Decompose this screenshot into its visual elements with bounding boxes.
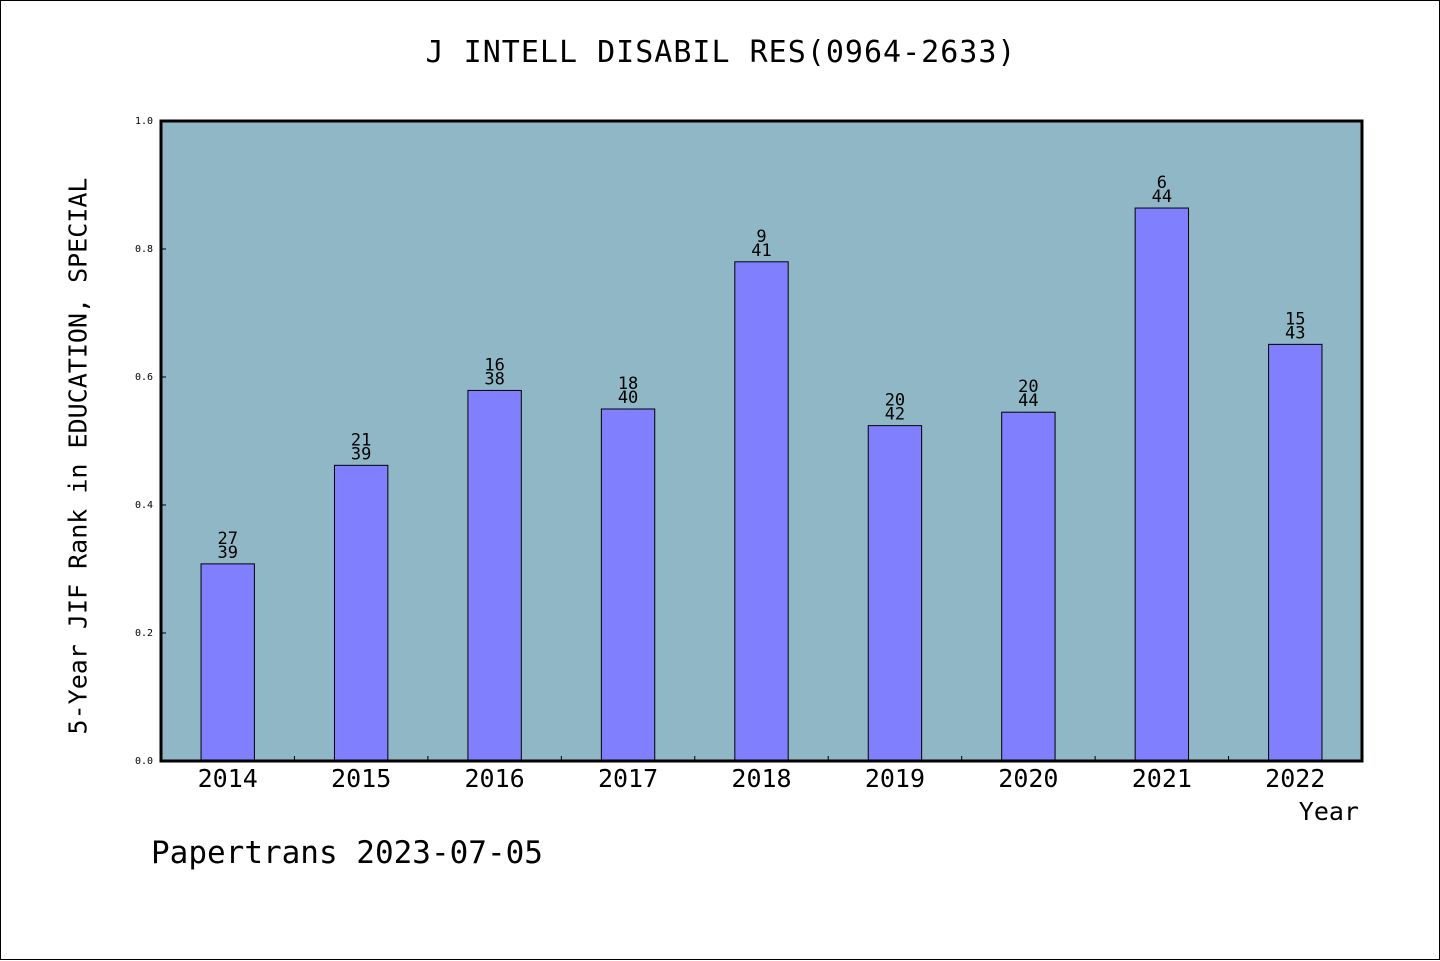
x-tick-label: 2015 bbox=[331, 764, 391, 793]
bar bbox=[1134, 207, 1190, 762]
x-tick-label: 2022 bbox=[1265, 764, 1325, 793]
bar-rank-label: 6 bbox=[1157, 173, 1167, 193]
y-tick-label: 0.6 bbox=[135, 372, 153, 383]
bar bbox=[1001, 411, 1056, 762]
bar bbox=[600, 408, 656, 762]
y-tick-label: 0.0 bbox=[135, 756, 153, 767]
chart-title: J INTELL DISABIL RES(0964-2633) bbox=[425, 35, 1017, 70]
y-tick-label: 0.8 bbox=[135, 244, 153, 255]
bar-total-label: 39 bbox=[351, 444, 371, 464]
x-tick-label: 2020 bbox=[998, 764, 1058, 793]
bar bbox=[1268, 343, 1323, 762]
bar-rank-label: 16 bbox=[484, 355, 504, 375]
y-axis-label: 5-Year JIF Rank in EDUCATION, SPECIAL bbox=[63, 177, 93, 735]
bar-total-label: 44 bbox=[1152, 187, 1172, 207]
x-tick-label: 2016 bbox=[465, 764, 525, 793]
bar-rank-label: 20 bbox=[885, 391, 905, 411]
y-tick-label: 0.4 bbox=[135, 500, 153, 511]
bar-rank-label: 21 bbox=[351, 430, 371, 450]
bar-total-label: 44 bbox=[1018, 391, 1038, 411]
bar-total-label: 39 bbox=[217, 543, 237, 563]
bar bbox=[867, 425, 923, 762]
bar bbox=[200, 563, 255, 762]
bar-rank-label: 20 bbox=[1018, 377, 1038, 397]
bar-total-label: 43 bbox=[1285, 323, 1305, 343]
bar bbox=[467, 389, 522, 762]
bar-rank-label: 9 bbox=[756, 227, 766, 247]
bar-total-label: 41 bbox=[751, 241, 771, 261]
x-tick-label: 2019 bbox=[865, 764, 925, 793]
footer-text: Papertrans 2023-07-05 bbox=[151, 835, 543, 871]
y-tick-label: 0.2 bbox=[135, 628, 153, 639]
y-tick-label: 1.0 bbox=[135, 116, 153, 127]
x-tick-label: 2021 bbox=[1132, 764, 1192, 793]
bar-rank-label: 18 bbox=[618, 374, 638, 394]
bar bbox=[333, 464, 389, 762]
plot-frame bbox=[159, 119, 1364, 763]
x-tick-label: 2014 bbox=[198, 764, 258, 793]
bar-total-label: 42 bbox=[885, 405, 905, 425]
bar-total-label: 40 bbox=[618, 388, 638, 408]
bar-rank-label: 15 bbox=[1285, 309, 1305, 329]
bar-total-label: 38 bbox=[484, 369, 504, 389]
x-axis-label: Year bbox=[1298, 797, 1359, 826]
bar bbox=[734, 261, 789, 762]
bar-rank-label: 27 bbox=[217, 529, 237, 549]
x-tick-label: 2017 bbox=[598, 764, 658, 793]
x-tick-label: 2018 bbox=[731, 764, 791, 793]
